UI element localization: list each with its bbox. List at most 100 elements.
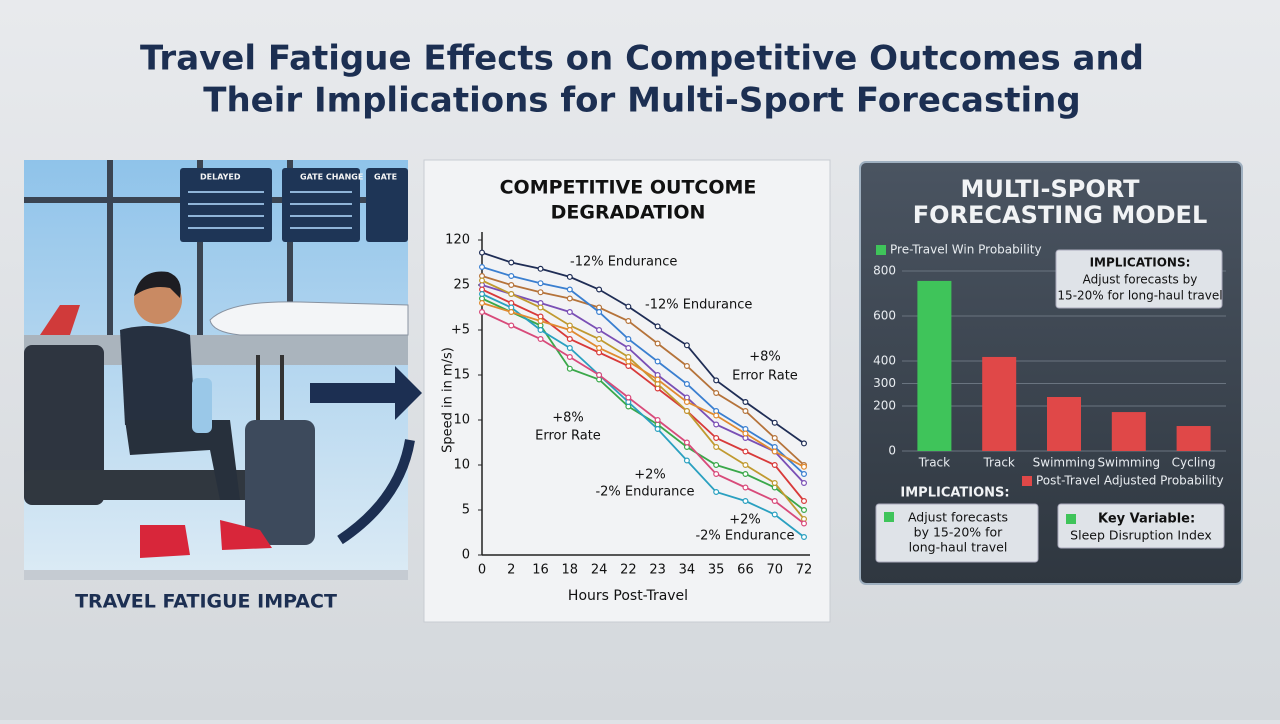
point xyxy=(800,440,807,447)
x-tick-label: 16 xyxy=(532,563,549,578)
arrow xyxy=(337,439,415,545)
series-line xyxy=(481,251,805,445)
series-line xyxy=(481,293,805,538)
point xyxy=(625,303,632,310)
legend-swatch xyxy=(1022,476,1032,486)
point xyxy=(566,295,573,302)
key-title: Key Variable: xyxy=(1098,512,1195,527)
bar xyxy=(982,356,1017,451)
point xyxy=(742,430,749,437)
annotation: -2% Endurance xyxy=(595,485,694,500)
point xyxy=(537,336,544,343)
point xyxy=(800,507,807,514)
point xyxy=(596,286,603,293)
inset-text: 15-20% for long-haul travel xyxy=(1057,289,1222,303)
annotation: Error Rate xyxy=(732,369,798,384)
point xyxy=(713,390,720,397)
point xyxy=(479,300,486,307)
point xyxy=(537,265,544,272)
x-tick-label: 23 xyxy=(649,563,666,578)
y-tick-label: 800 xyxy=(873,264,896,278)
point xyxy=(800,533,807,540)
swatch xyxy=(1066,514,1076,524)
point xyxy=(537,289,544,296)
title: Travel Fatigue Effects on Competitive Ou… xyxy=(140,39,1144,79)
board-label: GATE CHANGE xyxy=(300,173,363,182)
point xyxy=(479,277,486,284)
point xyxy=(771,498,778,505)
y-tick-label: +5 xyxy=(451,323,470,338)
point xyxy=(654,340,661,347)
chart-panel xyxy=(423,159,831,623)
point xyxy=(625,394,632,401)
inset-title: IMPLICATIONS: xyxy=(1090,256,1191,270)
x-tick-label: Cycling xyxy=(1172,456,1216,470)
x-tick-label: 70 xyxy=(766,563,783,578)
arrow xyxy=(310,366,422,420)
series-line xyxy=(481,311,805,525)
y-tick-label: 0 xyxy=(888,444,896,458)
point xyxy=(479,309,486,316)
point xyxy=(596,327,603,334)
legend-label: Pre-Travel Win Probability xyxy=(890,243,1042,257)
annotation: +8% xyxy=(749,350,781,365)
point xyxy=(683,408,690,415)
implications-title: IMPLICATIONS: xyxy=(900,486,1009,501)
title: Their Implications for Multi-Sport Forec… xyxy=(203,81,1080,121)
series-line xyxy=(481,266,805,475)
point xyxy=(654,417,661,424)
inset-text: Adjust forecasts by xyxy=(1083,273,1198,287)
point xyxy=(683,381,690,388)
point xyxy=(713,412,720,419)
point xyxy=(742,448,749,455)
point xyxy=(537,280,544,287)
bar xyxy=(917,280,952,451)
x-tick-label: Swimming xyxy=(1097,456,1160,470)
x-axis-label: Hours Post-Travel xyxy=(568,588,688,604)
annotation: +2% xyxy=(634,468,666,483)
point xyxy=(654,426,661,433)
point xyxy=(800,471,807,478)
bar xyxy=(1111,412,1146,451)
x-tick-label: 66 xyxy=(737,563,754,578)
point xyxy=(479,291,486,298)
point xyxy=(596,372,603,379)
illustration: DELAYED GATE CHANGE GATE xyxy=(24,160,409,580)
point xyxy=(683,457,690,464)
point xyxy=(566,286,573,293)
point xyxy=(742,408,749,415)
point xyxy=(508,273,515,280)
inset-box xyxy=(1055,249,1223,309)
point xyxy=(771,480,778,487)
implications-box xyxy=(875,503,1039,563)
y-tick-label: 25 xyxy=(453,278,470,293)
point xyxy=(566,365,573,372)
y-tick-label: 0 xyxy=(462,548,470,563)
y-tick-label: 120 xyxy=(445,233,470,248)
y-tick-label: 10 xyxy=(453,458,470,473)
point xyxy=(625,345,632,352)
implications-text: Adjust forecasts xyxy=(908,510,1008,525)
point xyxy=(683,439,690,446)
panel-caption: TRAVEL FATIGUE IMPACT xyxy=(75,591,337,613)
point xyxy=(713,377,720,384)
y-tick-label: 5 xyxy=(462,503,470,518)
point xyxy=(713,489,720,496)
y-tick-label: 10 xyxy=(453,413,470,428)
point xyxy=(508,259,515,266)
point xyxy=(508,291,515,298)
point xyxy=(771,462,778,469)
point xyxy=(683,363,690,370)
point xyxy=(800,520,807,527)
y-axis-label: Speed in in m/s) xyxy=(441,347,456,453)
board-label: GATE xyxy=(374,173,397,182)
point xyxy=(508,282,515,289)
point xyxy=(479,249,486,256)
point xyxy=(654,358,661,365)
x-tick-label: Swimming xyxy=(1033,456,1096,470)
series-line xyxy=(481,284,805,484)
annotation: +2% xyxy=(729,513,761,528)
series-line xyxy=(481,302,805,468)
point xyxy=(625,358,632,365)
